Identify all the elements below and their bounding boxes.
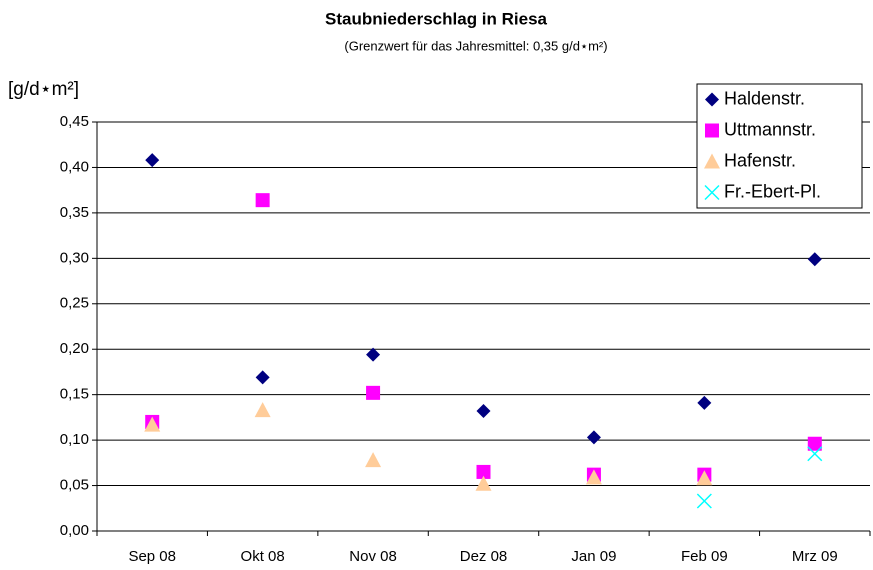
legend-marker <box>705 123 719 138</box>
point <box>476 464 491 479</box>
legend-marker <box>704 184 720 201</box>
y-tick-label: 0,05 <box>60 477 89 494</box>
x-tick-label: Dez 08 <box>460 548 508 565</box>
point <box>475 475 492 491</box>
x-tick-label: Mrz 09 <box>792 548 838 565</box>
legend-label: Haldenstr. <box>724 88 805 108</box>
y-tick-label: 0,35 <box>60 204 89 221</box>
y-tick-label: 0,00 <box>60 522 89 539</box>
x-tick-label: Nov 08 <box>349 548 397 565</box>
point <box>697 395 712 410</box>
point <box>255 193 270 208</box>
point <box>807 446 823 462</box>
legend-marker <box>704 153 720 169</box>
point <box>807 436 822 451</box>
y-tick-label: 0,30 <box>60 249 89 266</box>
point <box>696 470 713 486</box>
legend-label: Hafenstr. <box>724 150 796 170</box>
x-tick-label: Sep 08 <box>128 548 176 565</box>
point <box>365 452 382 468</box>
legend-label: Fr.-Ebert-Pl. <box>724 181 821 201</box>
y-tick-label: 0,45 <box>60 113 89 130</box>
point <box>476 404 491 419</box>
x-tick-label: Okt 08 <box>241 548 285 565</box>
x-tick-label: Feb 09 <box>681 548 728 565</box>
y-tick-label: 0,40 <box>60 158 89 175</box>
point <box>144 416 161 432</box>
point <box>255 370 270 385</box>
point <box>366 347 381 362</box>
chart-subtitle: (Grenzwert für das Jahresmittel: 0,35 g/… <box>344 38 607 53</box>
point <box>366 385 381 400</box>
legend-marker <box>705 92 719 107</box>
legend-label: Uttmannstr. <box>724 119 816 139</box>
y-tick-label: 0,20 <box>60 340 89 357</box>
point <box>145 153 160 168</box>
y-tick-label: 0,15 <box>60 386 89 403</box>
x-tick-label: Jan 09 <box>571 548 616 565</box>
point <box>807 252 822 267</box>
legend-box <box>696 83 863 209</box>
y-axis-label: [g/d⋆m²] <box>8 79 79 100</box>
point <box>696 493 712 509</box>
y-tick-label: 0,10 <box>60 431 89 448</box>
point <box>586 430 601 445</box>
point <box>254 402 271 418</box>
point <box>585 469 602 485</box>
chart-title: Staubniederschlag in Riesa <box>325 9 548 28</box>
y-tick-label: 0,25 <box>60 295 89 312</box>
